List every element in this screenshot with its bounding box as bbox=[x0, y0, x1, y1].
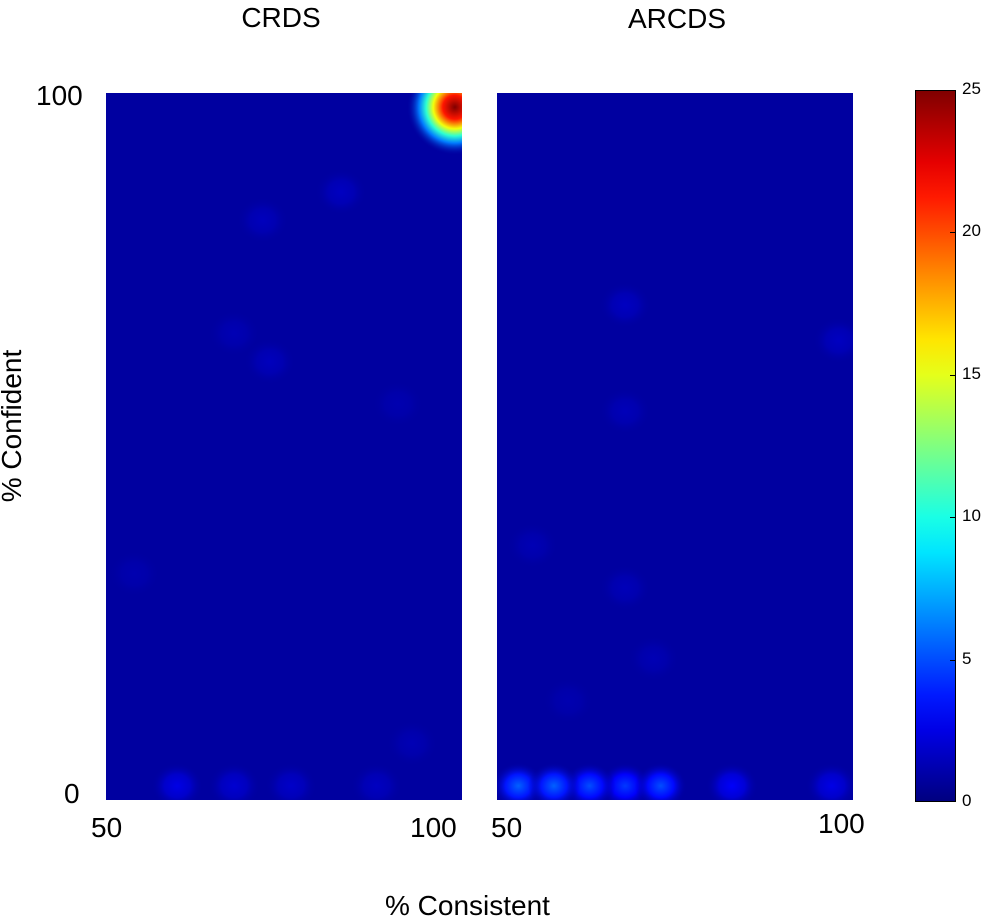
heatmap-hotspot bbox=[350, 762, 403, 800]
colorbar-tick-label: 15 bbox=[962, 363, 981, 383]
heatmap-hotspot bbox=[705, 762, 758, 800]
heatmap-hotspot bbox=[599, 281, 652, 329]
heatmap-hotspot bbox=[627, 635, 680, 682]
heatmap-hotspot bbox=[506, 522, 559, 569]
x-axis-label: % Consistent bbox=[385, 890, 550, 921]
x-tick-min-arcds: 50 bbox=[491, 812, 523, 843]
heatmap-hotspot bbox=[386, 720, 439, 767]
heatmap-hotspot bbox=[314, 168, 367, 216]
colorbar-tick-label: 20 bbox=[962, 221, 981, 241]
heatmap-background bbox=[106, 93, 462, 800]
colorbar-tick-label: 10 bbox=[962, 506, 981, 526]
heatmap-hotspot bbox=[371, 380, 424, 428]
heatmap-hotspot bbox=[265, 762, 318, 800]
panel-title-arcds: ARCDS bbox=[627, 3, 726, 34]
y-tick-min: 0 bbox=[64, 778, 80, 809]
heatmap-hotspot bbox=[208, 309, 261, 357]
colorbar-tick-mark bbox=[950, 232, 956, 234]
heatmap-hotspot bbox=[243, 338, 296, 386]
colorbar-tick-label: 5 bbox=[962, 648, 972, 668]
heatmap-hotspot bbox=[812, 317, 853, 364]
heatmap-hotspot bbox=[527, 762, 580, 800]
heatmap-hotspot bbox=[599, 564, 652, 612]
heatmap-hotspot bbox=[236, 196, 289, 244]
heatmap-arcds-canvas bbox=[497, 93, 853, 800]
colorbar-tick-label: 25 bbox=[962, 79, 981, 98]
heatmap-crds-canvas bbox=[106, 93, 462, 800]
heatmap-hotspot bbox=[208, 762, 261, 800]
y-axis-label: % Confident bbox=[0, 349, 27, 503]
heatmap-hotspot bbox=[805, 762, 853, 800]
heatmap-hotspot bbox=[634, 762, 687, 800]
colorbar-tick-mark bbox=[950, 374, 956, 376]
heatmap-hotspot bbox=[151, 762, 204, 800]
heatmap-crds bbox=[106, 93, 462, 800]
colorbar-tick-mark bbox=[950, 517, 956, 519]
colorbar-tick-mark bbox=[950, 659, 956, 661]
heatmap-hotspot bbox=[406, 93, 462, 156]
colorbar bbox=[915, 90, 956, 802]
x-tick-max-crds: 100 bbox=[410, 812, 457, 843]
y-tick-max: 100 bbox=[36, 80, 83, 111]
panel-title-crds: CRDS bbox=[241, 2, 321, 33]
heatmap-hotspot bbox=[108, 550, 161, 598]
x-tick-min-crds: 50 bbox=[91, 812, 123, 843]
heatmap-hotspot bbox=[542, 677, 595, 725]
heatmap-arcds bbox=[497, 93, 853, 800]
heatmap-hotspot bbox=[599, 387, 652, 435]
colorbar-tick-label: 0 bbox=[962, 791, 972, 810]
x-tick-max-arcds: 100 bbox=[818, 808, 865, 839]
